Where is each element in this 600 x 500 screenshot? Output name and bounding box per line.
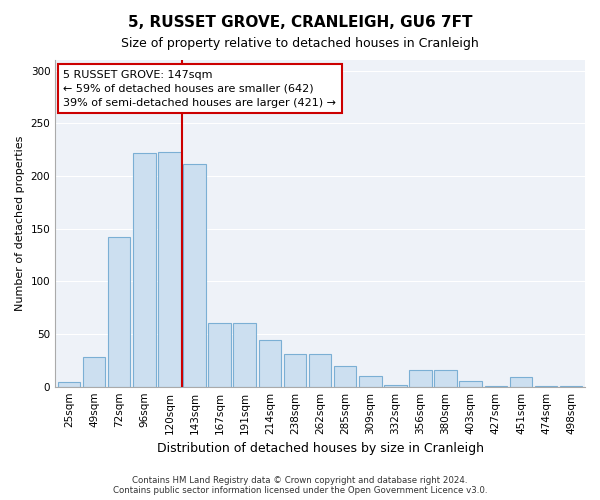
Bar bbox=[158, 152, 181, 386]
Bar bbox=[334, 366, 356, 386]
Bar bbox=[509, 377, 532, 386]
Bar bbox=[384, 384, 407, 386]
Bar bbox=[233, 324, 256, 386]
Bar bbox=[309, 354, 331, 386]
Bar bbox=[183, 164, 206, 386]
Text: Size of property relative to detached houses in Cranleigh: Size of property relative to detached ho… bbox=[121, 38, 479, 51]
Bar bbox=[284, 354, 306, 386]
Bar bbox=[434, 370, 457, 386]
Bar bbox=[359, 376, 382, 386]
Bar bbox=[208, 324, 231, 386]
Y-axis label: Number of detached properties: Number of detached properties bbox=[15, 136, 25, 311]
Bar bbox=[108, 237, 130, 386]
Bar bbox=[460, 382, 482, 386]
Bar bbox=[409, 370, 432, 386]
Bar bbox=[259, 340, 281, 386]
Bar bbox=[58, 382, 80, 386]
Bar bbox=[133, 152, 155, 386]
Text: Contains HM Land Registry data © Crown copyright and database right 2024.
Contai: Contains HM Land Registry data © Crown c… bbox=[113, 476, 487, 495]
Text: 5 RUSSET GROVE: 147sqm
← 59% of detached houses are smaller (642)
39% of semi-de: 5 RUSSET GROVE: 147sqm ← 59% of detached… bbox=[63, 70, 336, 108]
Text: 5, RUSSET GROVE, CRANLEIGH, GU6 7FT: 5, RUSSET GROVE, CRANLEIGH, GU6 7FT bbox=[128, 15, 472, 30]
Bar bbox=[83, 357, 106, 386]
X-axis label: Distribution of detached houses by size in Cranleigh: Distribution of detached houses by size … bbox=[157, 442, 484, 455]
